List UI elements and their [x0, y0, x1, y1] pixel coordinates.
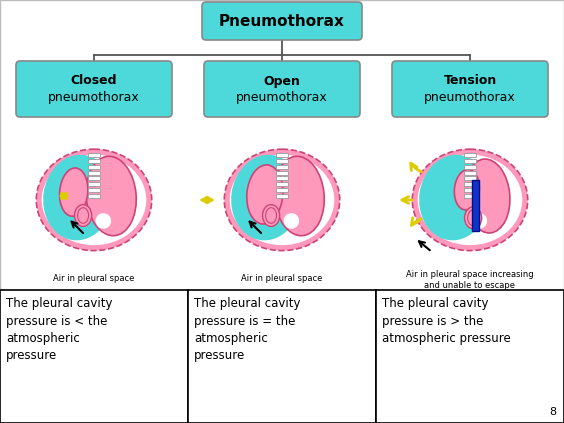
- FancyBboxPatch shape: [464, 170, 476, 175]
- Ellipse shape: [284, 213, 299, 229]
- Text: pneumothorax: pneumothorax: [236, 91, 328, 104]
- FancyBboxPatch shape: [88, 170, 100, 175]
- FancyBboxPatch shape: [276, 182, 288, 186]
- Ellipse shape: [455, 170, 479, 210]
- FancyBboxPatch shape: [276, 153, 288, 157]
- Ellipse shape: [419, 155, 490, 240]
- Text: The pleural cavity
pressure is = the
atmospheric
pressure: The pleural cavity pressure is = the atm…: [194, 297, 301, 363]
- Ellipse shape: [86, 157, 136, 236]
- Text: Air in pleural space: Air in pleural space: [54, 274, 135, 283]
- Ellipse shape: [231, 155, 302, 240]
- Text: Air in pleural space: Air in pleural space: [241, 274, 323, 283]
- FancyBboxPatch shape: [88, 176, 100, 180]
- FancyBboxPatch shape: [276, 176, 288, 180]
- FancyBboxPatch shape: [88, 153, 100, 157]
- FancyBboxPatch shape: [276, 188, 288, 192]
- Ellipse shape: [418, 155, 522, 245]
- Text: 8: 8: [549, 407, 556, 417]
- FancyBboxPatch shape: [464, 176, 476, 180]
- Ellipse shape: [465, 207, 482, 229]
- Ellipse shape: [42, 155, 146, 245]
- FancyBboxPatch shape: [88, 159, 100, 163]
- Ellipse shape: [472, 213, 487, 229]
- Ellipse shape: [230, 155, 334, 245]
- FancyBboxPatch shape: [276, 165, 288, 169]
- FancyBboxPatch shape: [88, 188, 100, 192]
- Ellipse shape: [95, 213, 111, 229]
- FancyBboxPatch shape: [392, 61, 548, 117]
- Bar: [472, 180, 479, 231]
- Ellipse shape: [36, 149, 152, 250]
- FancyBboxPatch shape: [464, 194, 476, 198]
- Text: Tension: Tension: [443, 74, 497, 88]
- Text: The pleural cavity
pressure is < the
atmospheric
pressure: The pleural cavity pressure is < the atm…: [6, 297, 112, 363]
- Bar: [188, 290, 376, 423]
- Ellipse shape: [247, 165, 283, 224]
- FancyBboxPatch shape: [88, 194, 100, 198]
- FancyBboxPatch shape: [464, 153, 476, 157]
- FancyBboxPatch shape: [88, 165, 100, 169]
- FancyBboxPatch shape: [276, 159, 288, 163]
- Text: The pleural cavity
pressure is > the
atmospheric pressure: The pleural cavity pressure is > the atm…: [382, 297, 511, 345]
- Bar: [376, 290, 564, 423]
- FancyBboxPatch shape: [202, 2, 362, 40]
- Ellipse shape: [224, 149, 340, 250]
- FancyBboxPatch shape: [464, 165, 476, 169]
- Text: Closed: Closed: [70, 74, 117, 88]
- Ellipse shape: [60, 168, 88, 216]
- Text: Pneumothorax: Pneumothorax: [219, 14, 345, 28]
- FancyBboxPatch shape: [276, 170, 288, 175]
- FancyBboxPatch shape: [88, 182, 100, 186]
- Text: pneumothorax: pneumothorax: [48, 91, 140, 104]
- Bar: [0, 290, 188, 423]
- FancyBboxPatch shape: [464, 159, 476, 163]
- Text: pneumothorax: pneumothorax: [424, 91, 516, 104]
- Text: Air in pleural space increasing
and unable to escape: Air in pleural space increasing and unab…: [406, 270, 534, 290]
- Bar: [0, 0, 564, 290]
- Text: Open: Open: [263, 74, 301, 88]
- Ellipse shape: [262, 205, 280, 226]
- Ellipse shape: [412, 149, 528, 250]
- Ellipse shape: [464, 159, 510, 233]
- Ellipse shape: [274, 157, 324, 236]
- FancyBboxPatch shape: [276, 194, 288, 198]
- FancyBboxPatch shape: [204, 61, 360, 117]
- FancyBboxPatch shape: [464, 182, 476, 186]
- FancyBboxPatch shape: [464, 188, 476, 192]
- FancyBboxPatch shape: [16, 61, 172, 117]
- Ellipse shape: [43, 155, 114, 240]
- Ellipse shape: [74, 205, 92, 226]
